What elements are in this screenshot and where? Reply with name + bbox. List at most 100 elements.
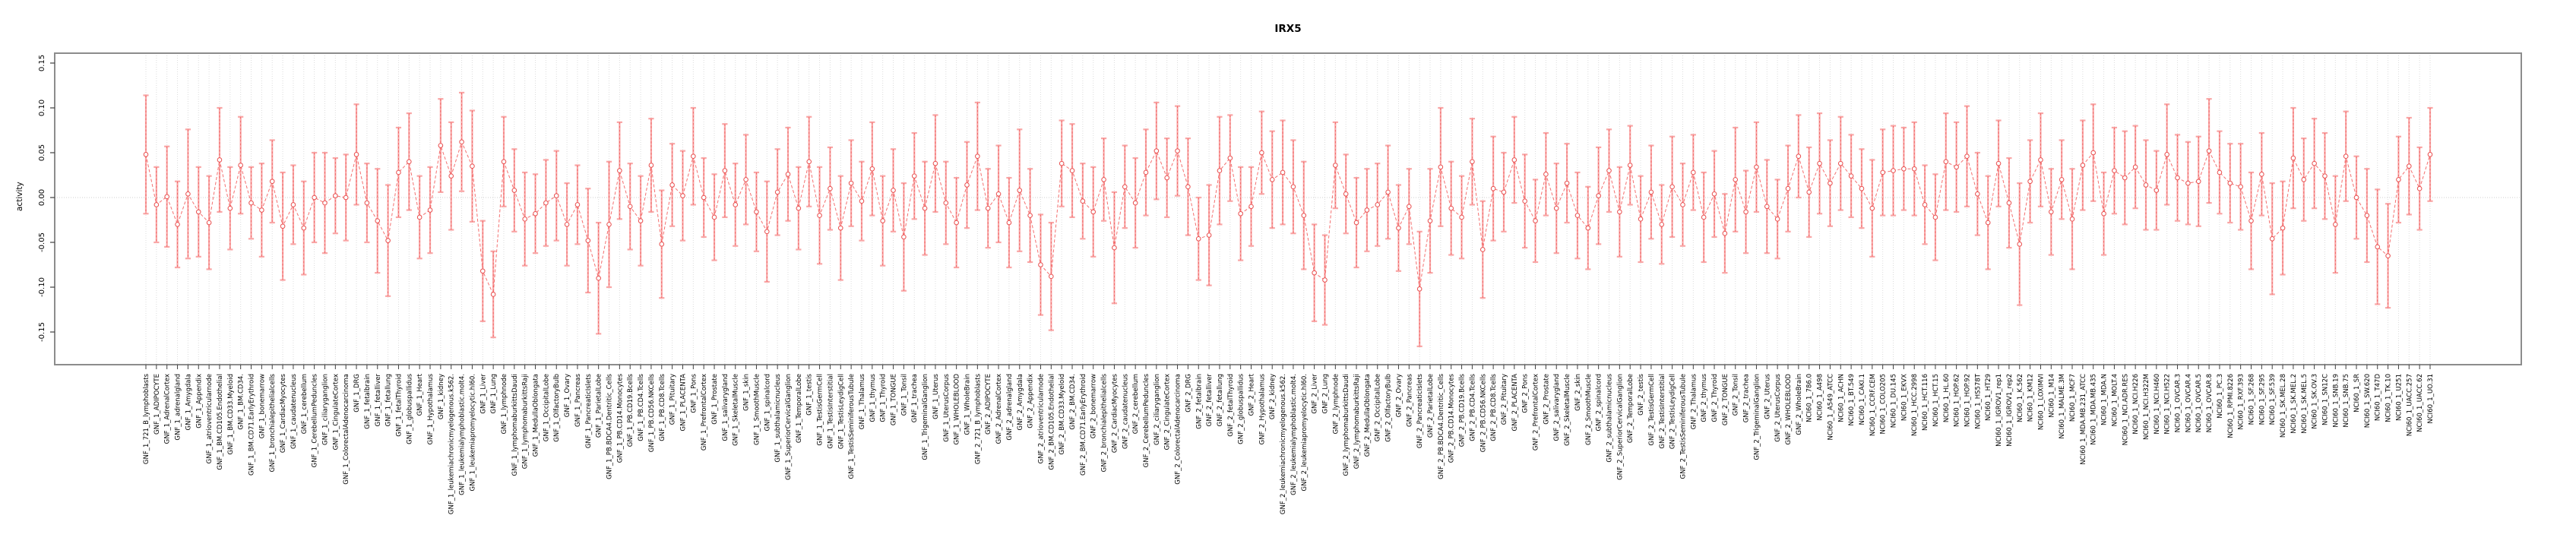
x-tick-label: GNF_1_lymphnode [501,374,508,434]
x-tick-label: GNF_1_subthalamicnucleus [774,373,782,462]
x-tick-label: GNF_1_leukemialymphoblastic.molt4. [459,374,467,495]
x-tick-label: GNF_2_CingulateCortex [1164,374,1172,450]
x-tick-label: GNF_2_PB.CD14.Monocytes [1448,373,1456,463]
data-point [1880,169,1885,175]
data-point [617,168,622,173]
x-tick-label: GNF_1_skin [743,374,751,411]
data-point [2259,172,2264,177]
x-tick-label: NCI60_1_SNB.75 [2343,374,2350,428]
data-point [2206,148,2212,153]
data-point [2364,213,2370,218]
x-tick-label: NCI60_1_LOXIMVI [2037,374,2045,430]
data-point [669,182,675,188]
data-point [185,191,191,197]
x-tick-label: GNF_2_MedullaOblongata [1364,374,1372,457]
data-point [511,188,517,193]
data-point [1364,207,1370,213]
x-tick-label: GNF_1_TONGUE [891,374,898,425]
x-tick-label: NCI60_1_786.0 [1806,374,1814,422]
data-point [880,218,885,223]
data-point [1501,189,1507,195]
x-tick-label: GNF_1_atrioventricularnode [206,374,214,463]
data-point [985,205,991,211]
x-tick-label: GNF_2_TestisInterstitial [1659,374,1666,449]
x-tick-label: NCI60_1_MALME.3M [2059,374,2066,439]
data-point [1564,180,1570,186]
x-tick-label: GNF_2_TestisSeminiferousTubule [1679,374,1687,479]
x-tick-label: GNF_1_OccipitalLobe [543,374,550,441]
data-point [1932,214,1938,220]
x-tick-label: GNF_2_PB.CD4.Tcells [1469,373,1476,441]
x-tick-label: GNF_2_Ovary [1395,374,1403,417]
data-point [1132,200,1138,206]
x-tick-label: GNF_1_PB.CD19.Bcells [627,373,635,447]
x-tick-label: NCI60_1_K.562 [2017,374,2024,422]
data-point [1049,274,1054,280]
data-point [175,222,180,227]
x-tick-label: NCI60_1_NCI.H522 [2164,374,2172,435]
data-point [1859,185,1865,191]
data-point [995,191,1002,197]
x-tick-label: GNF_2_Uterus [1764,373,1771,419]
data-point [1617,209,1622,215]
x-tick-label: NCI60_1_HCC.2998 [1911,374,1919,436]
data-point [1407,204,1412,210]
x-tick-label: GNF_2_SmoothMuscle [1585,374,1593,445]
data-point [343,194,349,201]
data-point [364,200,370,206]
x-tick-label: NCI60_1_HCT.116 [1922,374,1929,431]
x-tick-label: GNF_2_Prostate [1543,374,1550,425]
data-point [2427,152,2433,157]
x-tick-label: GNF_2_Heart [1248,373,1256,416]
data-point [2333,222,2338,227]
data-point [438,143,444,148]
data-point [806,159,812,165]
x-tick-label: GNF_1_fetalbrain [364,374,372,429]
x-tick-label: GNF_1_WHOLEBLOOD [954,374,961,445]
data-point [1080,198,1086,204]
series-line [145,141,2431,295]
x-tick-label: GNF_2_CardiacMyocytes [1111,373,1119,453]
x-tick-label: NCI60_1_OVCAR.8 [2206,374,2214,432]
x-tick-label: NCI60_1_NCI.H226 [2132,374,2140,435]
x-tick-label: GNF_2_kidney [1269,374,1277,419]
plot-frame [54,52,2522,365]
data-point [754,209,759,215]
x-tick-label: GNF_1_PancreaticIslets [585,373,593,448]
data-point [733,202,739,207]
data-point [1470,159,1475,165]
x-tick-label: GNF_2_Liver [1312,373,1319,413]
x-tick-label: NCI60_1_HOP.62 [1954,374,1961,427]
x-tick-label: GNF_2_BM.CD71.EarlyErythroid [1080,374,1087,476]
x-tick-label: NCI60_1_OVCAR.3 [2175,374,2182,432]
x-tick-label: NCI60_1_SK.MEL.5 [2301,374,2309,434]
data-point [1922,202,1928,207]
data-point [2301,177,2307,182]
x-tick-label: GNF_2_TrigeminalGanglion [1753,374,1761,460]
data-point [828,185,833,191]
x-tick-label: GNF_2_SkeletalMuscle [1564,374,1571,446]
x-tick-label: GNF_1_TestisLeydigCell [837,374,845,449]
data-point [911,173,917,179]
x-tick-label: GNF_1_BM.CD105.Endothelial [217,374,224,470]
y-tick-label: 0.00 [38,189,46,206]
x-tick-label: NCI60_1_NCI.ADR.RES [2122,374,2129,445]
data-point [1606,168,1612,173]
x-tick-label: NCI60_1_T47D [2375,374,2382,422]
x-tick-label: GNF_1_CardiacMyocytes [280,373,287,453]
data-point [2396,177,2401,182]
data-point [1691,169,1696,175]
x-tick-label: GNF_2_PB.CD56.NKCells [1479,373,1487,452]
x-tick-label: NCI60_1_U251 [2395,374,2403,421]
data-point [764,229,770,235]
x-tick-label: NCI60_1_COLO205 [1880,374,1888,435]
x-tick-label: NCI60_1_BT.549 [1848,374,1856,425]
data-point [533,210,538,217]
data-point [1017,188,1023,193]
x-tick-label: GNF_1_Prostate [711,374,719,425]
x-tick-label: GNF_1_PB.BDCA4.Dentritic_Cells [606,373,614,479]
data-point [1375,202,1381,207]
x-tick-label: GNF_2_fetalThyroid [1227,374,1235,437]
data-point [837,225,843,231]
data-point [1964,153,1970,160]
